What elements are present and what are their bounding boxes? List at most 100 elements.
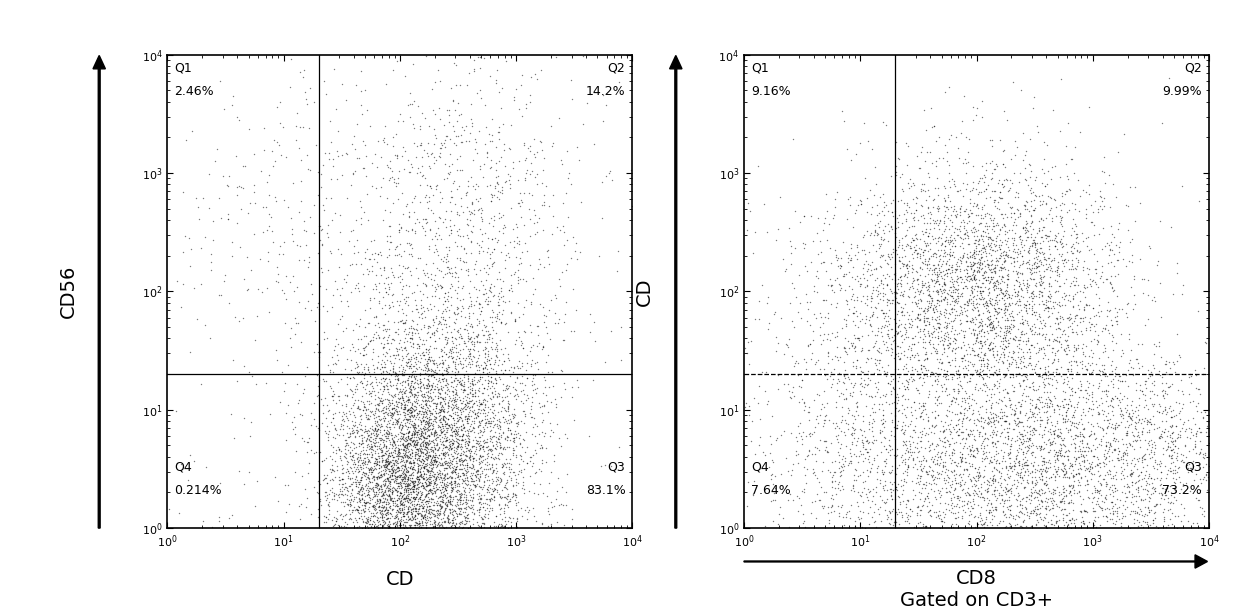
- Point: [1024, 291, 1044, 300]
- Point: [218, 181, 238, 191]
- Point: [388, 194, 408, 204]
- Point: [1008, 287, 1028, 296]
- Point: [905, 490, 925, 500]
- Point: [443, 452, 463, 461]
- Point: [929, 410, 949, 419]
- Point: [1044, 433, 1064, 443]
- Point: [951, 456, 971, 466]
- Point: [981, 317, 1001, 327]
- Point: [942, 336, 962, 346]
- Point: [296, 447, 316, 456]
- Point: [1030, 276, 1050, 286]
- Point: [458, 460, 477, 470]
- Point: [456, 455, 476, 465]
- Point: [1017, 460, 1037, 470]
- Point: [1048, 237, 1068, 247]
- Point: [1022, 438, 1042, 448]
- Point: [386, 512, 405, 521]
- Point: [1008, 470, 1028, 480]
- Point: [373, 325, 393, 334]
- Point: [919, 246, 939, 256]
- Point: [956, 256, 976, 265]
- Point: [972, 354, 992, 364]
- Point: [749, 381, 769, 390]
- Point: [398, 443, 418, 453]
- Point: [409, 407, 429, 416]
- Point: [461, 501, 481, 510]
- Point: [1128, 482, 1148, 492]
- Point: [474, 436, 494, 446]
- Point: [546, 399, 565, 409]
- Point: [469, 473, 489, 483]
- Point: [451, 504, 471, 514]
- Point: [1040, 272, 1060, 282]
- Point: [423, 459, 443, 469]
- Point: [1076, 299, 1096, 309]
- Point: [353, 402, 373, 412]
- Point: [414, 407, 434, 417]
- Point: [367, 431, 387, 441]
- Point: [965, 512, 985, 521]
- Point: [480, 404, 500, 414]
- Point: [425, 480, 445, 490]
- Point: [402, 226, 422, 236]
- Point: [475, 402, 495, 412]
- Point: [376, 327, 396, 336]
- Point: [429, 212, 449, 222]
- Point: [538, 407, 558, 417]
- Point: [469, 475, 489, 484]
- Point: [1133, 288, 1153, 298]
- Point: [445, 426, 465, 435]
- Point: [900, 439, 920, 449]
- Point: [371, 422, 391, 432]
- Point: [963, 249, 983, 259]
- Point: [368, 467, 388, 477]
- Point: [428, 393, 448, 403]
- Point: [980, 505, 999, 515]
- Point: [465, 135, 485, 144]
- Point: [404, 422, 424, 432]
- Point: [381, 508, 401, 518]
- Point: [929, 323, 949, 333]
- Point: [507, 419, 527, 429]
- Point: [1056, 468, 1076, 478]
- Point: [420, 487, 440, 497]
- Point: [934, 251, 954, 260]
- Point: [1090, 186, 1110, 196]
- Point: [1001, 447, 1021, 457]
- Point: [1023, 407, 1043, 417]
- Point: [391, 493, 410, 503]
- Point: [932, 358, 952, 368]
- Point: [401, 112, 420, 121]
- Point: [430, 388, 450, 398]
- Point: [1053, 402, 1073, 412]
- Point: [321, 467, 341, 477]
- Point: [987, 231, 1007, 241]
- Point: [453, 301, 472, 311]
- Point: [386, 476, 405, 486]
- Point: [878, 294, 898, 304]
- Point: [422, 370, 441, 380]
- Point: [439, 242, 459, 252]
- Point: [438, 333, 458, 343]
- Point: [490, 504, 510, 514]
- Point: [1030, 484, 1050, 494]
- Point: [377, 508, 397, 518]
- Point: [396, 491, 415, 501]
- Point: [864, 435, 884, 445]
- Point: [1092, 326, 1112, 336]
- Point: [1058, 427, 1078, 436]
- Point: [394, 481, 414, 490]
- Point: [441, 430, 461, 440]
- Point: [399, 427, 419, 437]
- Point: [1125, 417, 1145, 427]
- Point: [867, 467, 887, 477]
- Point: [1004, 334, 1024, 344]
- Point: [362, 429, 382, 438]
- Point: [394, 388, 414, 398]
- Point: [931, 483, 951, 492]
- Point: [804, 464, 823, 474]
- Point: [816, 410, 836, 419]
- Point: [972, 324, 992, 334]
- Point: [1130, 509, 1149, 519]
